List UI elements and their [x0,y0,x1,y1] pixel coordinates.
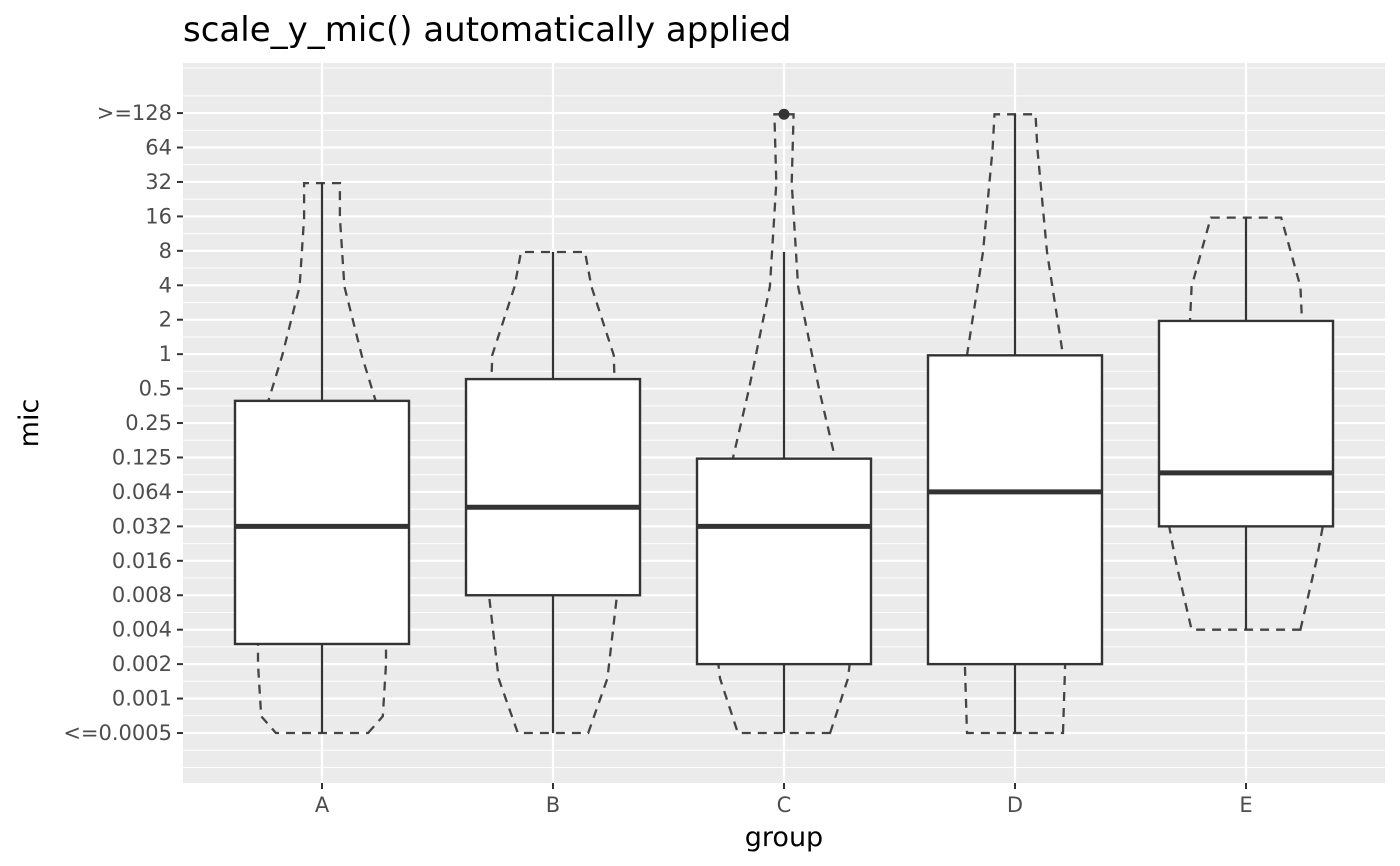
box [695,457,873,666]
y-axis-title: mic [14,399,45,448]
y-tick-label: 0.008 [112,583,172,607]
boxplots [233,108,1335,733]
boxplot-c [695,108,873,733]
box [1157,319,1335,528]
y-tick-label: 1 [159,342,172,366]
box [233,399,411,646]
y-tick-label: 64 [145,136,172,160]
y-tick-label: 8 [159,239,172,263]
y-tick-label: 0.125 [112,445,172,469]
x-tick-label: C [777,793,792,817]
y-tick-label: 0.001 [112,687,172,711]
boxplot-e [1157,217,1335,630]
violin-e [1168,216,1324,631]
y-tick-label: 0.5 [139,377,172,401]
y-tick-label: 0.032 [112,514,172,538]
outlier-point [778,108,790,120]
y-tick-label: 4 [159,273,172,297]
y-tick-label: 16 [145,204,172,228]
y-tick-label: 2 [159,308,172,332]
y-tick-label: 0.002 [112,652,172,676]
x-axis: A B C D E [315,783,1253,817]
y-tick-label: 32 [145,170,172,194]
y-tick-label: 0.004 [112,618,172,642]
x-tick-label: B [546,793,560,817]
y-tick-label: <=0.0005 [63,721,172,745]
boxplot-a [233,183,411,733]
y-tick-label: 0.016 [112,549,172,573]
boxplot-b [464,252,642,733]
chart-title: scale_y_mic() automatically applied [183,10,791,50]
box [926,354,1104,666]
x-axis-title: group [745,822,823,853]
box [464,377,642,597]
x-tick-label: A [315,793,330,817]
boxplot-d [926,114,1104,733]
x-tick-label: E [1239,793,1252,817]
x-tick-label: D [1007,793,1023,817]
y-tick-label: 0.25 [125,411,172,435]
y-axis: <=0.0005 0.001 0.002 0.004 0.008 0.016 0.032 0.… [63,101,183,745]
y-tick-label: >=128 [97,101,172,125]
y-tick-label: 0.064 [112,480,172,504]
